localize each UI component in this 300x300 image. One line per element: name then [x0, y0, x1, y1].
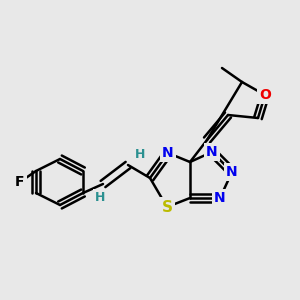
Text: F: F	[15, 175, 25, 189]
Text: H: H	[95, 191, 105, 204]
Text: N: N	[162, 146, 174, 160]
Text: N: N	[206, 145, 218, 159]
Text: H: H	[135, 148, 145, 161]
Text: N: N	[214, 191, 226, 205]
Text: O: O	[259, 88, 271, 102]
Text: N: N	[226, 165, 238, 179]
Text: S: S	[161, 200, 172, 214]
